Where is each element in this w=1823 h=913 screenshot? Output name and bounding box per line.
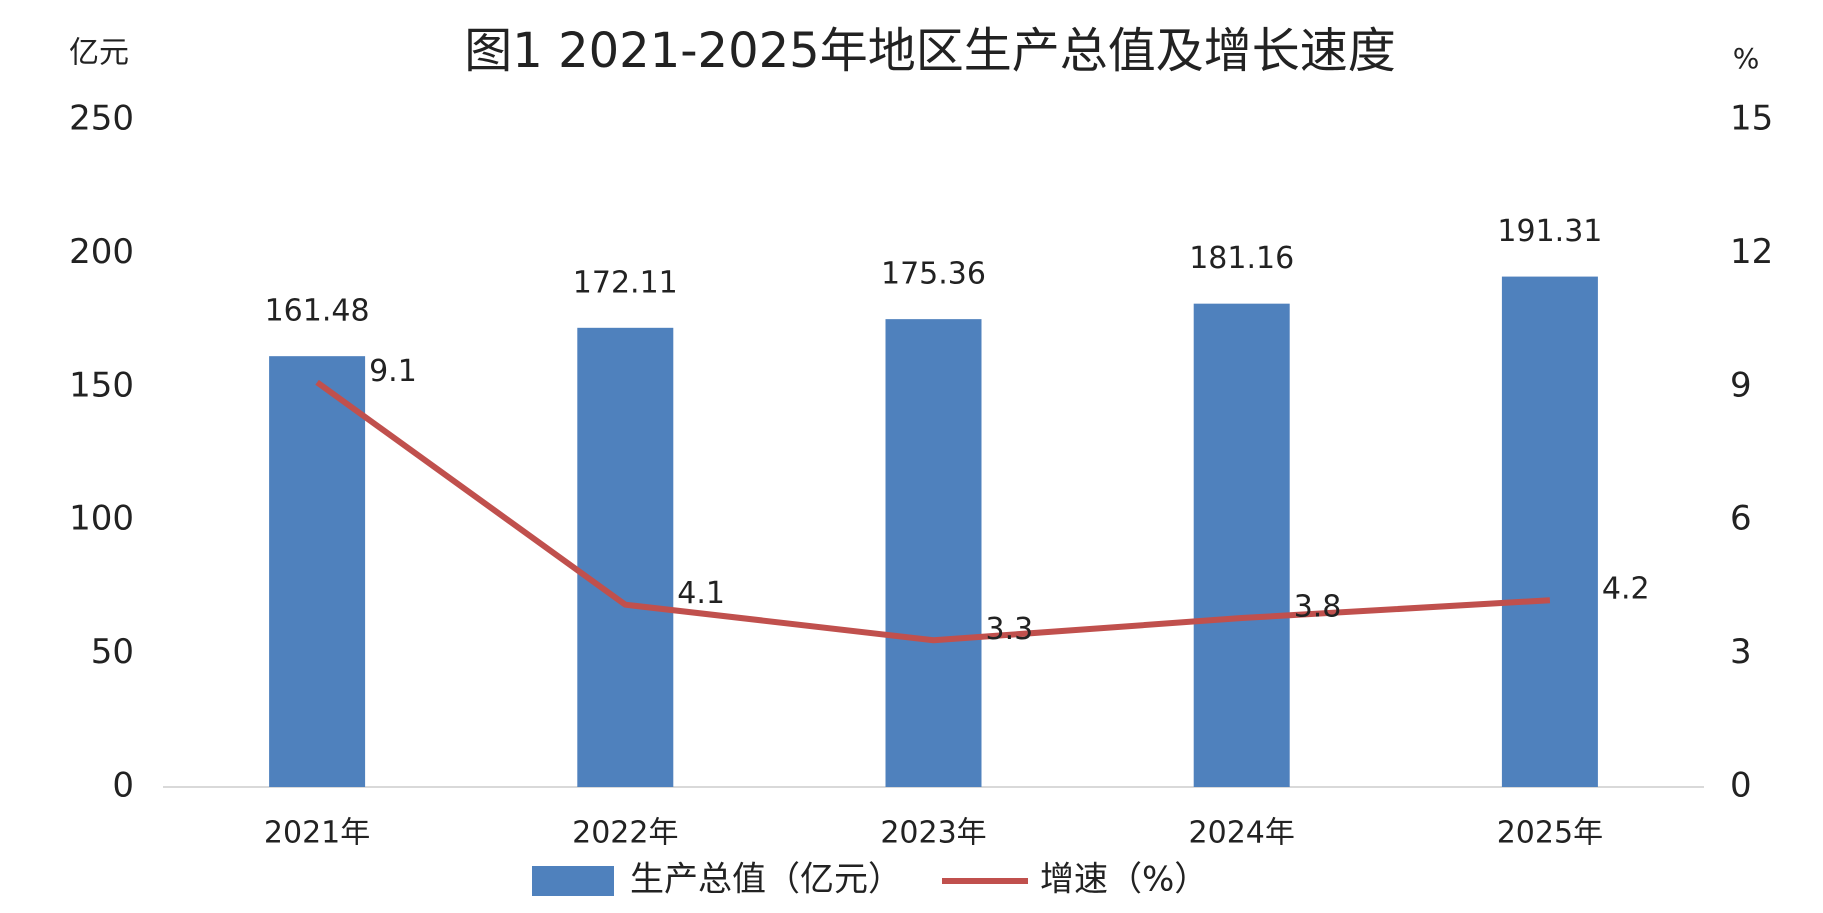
chart-title: 图1 2021-2025年地区生产总值及增长速度 (464, 23, 1395, 79)
x-tick-label: 2023年 (880, 816, 986, 851)
y2-axis-label: % (1733, 42, 1760, 75)
legend-label: 生产总值（亿元） (630, 860, 902, 900)
data-label: 191.31 (1497, 214, 1602, 249)
data-label: 9.1 (369, 354, 417, 389)
x-tick-label: 2022年 (572, 816, 678, 851)
bar (269, 356, 366, 787)
bar (577, 327, 674, 787)
y2-tick-label: 15 (1730, 99, 1773, 139)
y-tick-label: 100 (69, 499, 134, 539)
y-tick-label: 250 (69, 99, 134, 139)
y-tick-label: 0 (112, 766, 134, 806)
y2-tick-label: 9 (1730, 365, 1752, 405)
data-label: 161.48 (265, 294, 370, 329)
x-tick-label: 2021年 (264, 816, 370, 851)
bar (885, 319, 982, 787)
y-axis-label: 亿元 (69, 36, 129, 71)
data-label: 172.11 (573, 265, 678, 300)
data-label: 4.1 (677, 576, 725, 611)
x-tick-label: 2025年 (1497, 816, 1603, 851)
y2-tick-label: 3 (1730, 632, 1752, 672)
x-tick-label: 2024年 (1189, 816, 1295, 851)
bar (1193, 303, 1290, 787)
y-tick-label: 150 (69, 365, 134, 405)
y2-tick-label: 12 (1730, 232, 1773, 272)
data-label: 181.16 (1189, 241, 1294, 276)
y2-tick-label: 0 (1730, 766, 1752, 806)
y2-tick-label: 6 (1730, 499, 1752, 539)
legend-label: 增速（%） (1040, 860, 1208, 900)
data-label: 175.36 (881, 257, 986, 292)
data-label: 3.3 (986, 612, 1034, 647)
legend-swatch (532, 866, 614, 896)
data-label: 3.8 (1294, 590, 1342, 625)
y-tick-label: 200 (69, 232, 134, 272)
y-tick-label: 50 (91, 632, 134, 672)
bar (1501, 276, 1598, 787)
line (315, 379, 1551, 644)
data-label: 4.2 (1602, 572, 1650, 607)
